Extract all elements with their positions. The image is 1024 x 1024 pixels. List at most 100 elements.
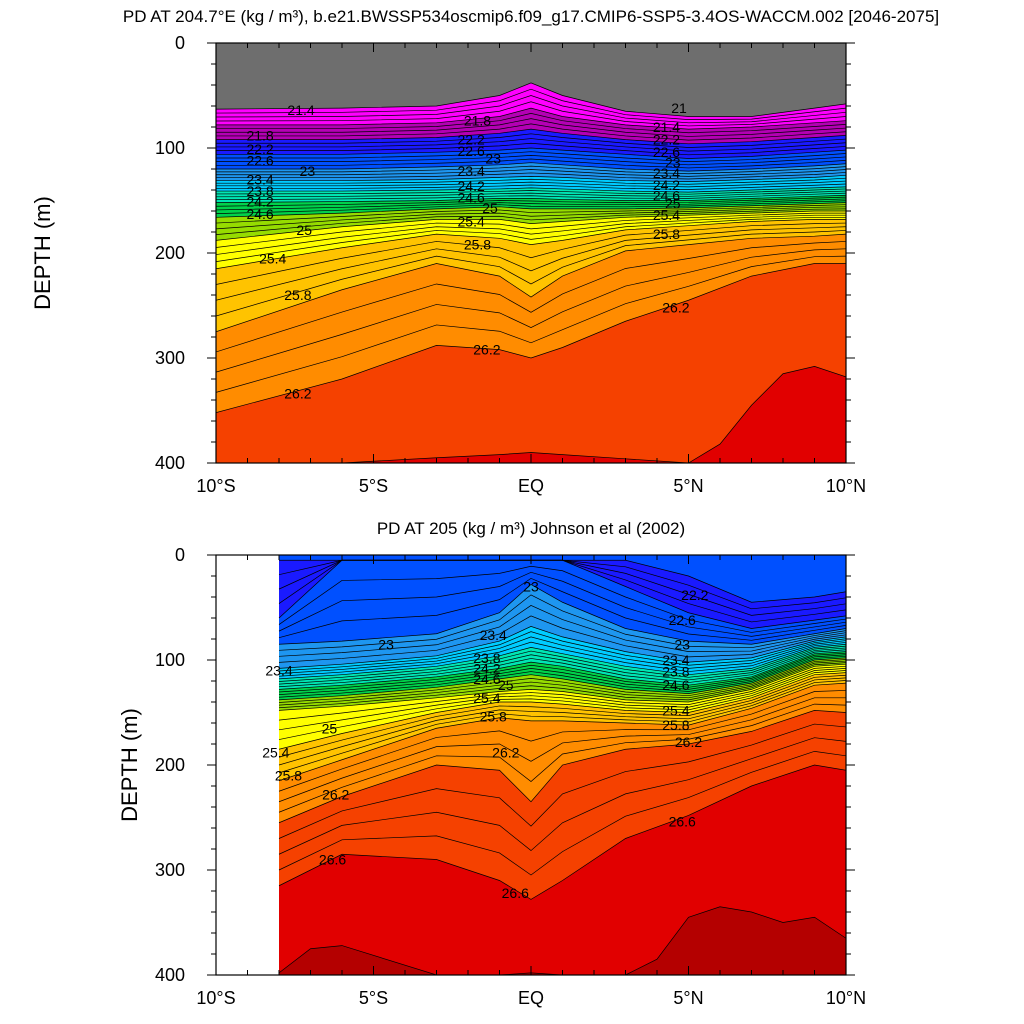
x-tick-label: 10°N xyxy=(826,476,866,496)
isopycnal-line-minor xyxy=(216,169,846,177)
contour-label: 26.2 xyxy=(473,342,500,358)
isopycnal-line-minor xyxy=(216,118,846,137)
isopycnal-23-4 xyxy=(216,174,846,182)
contour-label: 25.4 xyxy=(262,744,289,760)
isopycnal-line-minor xyxy=(278,641,846,677)
contour-label: 25.4 xyxy=(259,250,286,266)
contour-label: 25.4 xyxy=(458,214,485,230)
contour-label: 24.6 xyxy=(458,189,485,205)
isopycnal-line-minor xyxy=(278,645,846,682)
isopycnal-line-minor xyxy=(216,206,846,230)
isopycnal-line-minor xyxy=(278,660,846,706)
contour-label: 22.6 xyxy=(653,144,680,160)
layer-below-27 xyxy=(279,906,846,975)
contour-label: 21 xyxy=(671,100,687,116)
isopycnal-line-minor xyxy=(278,631,846,672)
isopycnal-line-minor xyxy=(216,177,846,185)
isopycnal-line-minor xyxy=(278,670,846,740)
y-axis-label: DEPTH (m) xyxy=(117,708,142,822)
isopycnal-23-4 xyxy=(278,626,846,669)
contour-label: 25 xyxy=(498,677,514,693)
isopycnal-line-minor xyxy=(216,142,846,156)
isopycnal-line-minor xyxy=(278,659,846,703)
isopycnal-line-minor xyxy=(216,172,846,180)
contour-label: 23.4 xyxy=(458,163,485,179)
isopycnal-line-minor xyxy=(216,138,846,152)
isopycnal-24-2 xyxy=(216,194,846,203)
isopycnal-line-minor xyxy=(278,677,846,766)
contour-label: 21.8 xyxy=(464,113,491,129)
isopycnal-line-minor xyxy=(216,188,846,195)
x-tick-label: 10°S xyxy=(196,988,235,1008)
chart-title: PD AT 205 (kg / m³) Johnson et al (2002) xyxy=(377,519,685,538)
contour-label: 25 xyxy=(482,200,498,216)
isopycnal-line-minor xyxy=(278,647,846,685)
contour-label: 25.8 xyxy=(284,287,311,303)
isopycnal-24-6 xyxy=(278,657,846,701)
isopycnal-line-minor xyxy=(278,680,846,774)
isopycnal-25-8 xyxy=(278,682,846,782)
contour-label: 23 xyxy=(665,155,681,171)
contour-label: 25.8 xyxy=(275,768,302,784)
isopycnal-21-8 xyxy=(216,107,846,130)
isopycnal-line-minor xyxy=(216,154,846,166)
x-tick-label: 10°N xyxy=(826,988,866,1008)
contour-label: 26.2 xyxy=(322,786,349,802)
isopycnal-line-minor xyxy=(216,95,846,124)
isopycnal-line-minor xyxy=(278,649,846,688)
y-axis-label: DEPTH (m) xyxy=(30,196,55,310)
isopycnal-23 xyxy=(216,162,846,172)
contour-label: 23 xyxy=(523,579,539,595)
isopycnal-23 xyxy=(278,583,846,645)
contour-label: 26.2 xyxy=(284,386,311,402)
isopycnal-line-minor xyxy=(216,180,846,188)
isopycnal-23-8 xyxy=(278,643,846,680)
x-tick-label: EQ xyxy=(518,476,544,496)
contour-label: 23 xyxy=(300,163,316,179)
contour-label: 26.6 xyxy=(669,814,696,830)
isopycnal-line-minor xyxy=(278,615,846,663)
isopycnal-line-minor xyxy=(216,112,846,134)
isopycnal-line-minor xyxy=(216,133,846,148)
isopycnal-line-minor xyxy=(216,198,846,211)
contour-label: 24.2 xyxy=(653,177,680,193)
y-tick-label: 400 xyxy=(155,453,185,473)
contour-label: 24.6 xyxy=(653,187,680,203)
contour-label: 21.8 xyxy=(246,127,273,143)
x-tick-label: 5°S xyxy=(359,476,388,496)
isopycnal-line-minor xyxy=(278,737,846,855)
y-tick-label: 100 xyxy=(155,138,185,158)
contour-label: 23.4 xyxy=(653,165,680,181)
contour-label: 25 xyxy=(296,222,312,238)
isopycnal-line-minor xyxy=(278,697,846,803)
contour-label: 25.8 xyxy=(653,226,680,242)
contour-label: 25.8 xyxy=(480,709,507,725)
isopycnal-line-minor xyxy=(278,636,846,674)
contour-label: 25 xyxy=(665,196,681,212)
isopycnal-line-minor xyxy=(278,654,846,695)
isopycnal-line-minor xyxy=(278,655,846,698)
contour-label: 23 xyxy=(485,151,501,167)
isopycnal-line-minor xyxy=(216,190,846,198)
contour-label: 22.2 xyxy=(246,141,273,157)
y-tick-label: 200 xyxy=(155,243,185,263)
contour-label: 23.4 xyxy=(265,663,292,679)
isopycnal-line-minor xyxy=(278,577,846,641)
isopycnal-line-minor xyxy=(216,214,846,255)
isopycnal-line-minor xyxy=(216,226,846,301)
isopycnal-25-4 xyxy=(278,672,846,750)
contour-label: 26.2 xyxy=(675,734,702,750)
contour-label: 22.2 xyxy=(681,587,708,603)
isopycnal-line-minor xyxy=(278,652,846,693)
isopycnal-line-minor xyxy=(216,208,846,235)
isopycnal-22-6 xyxy=(278,559,846,629)
y-tick-label: 400 xyxy=(155,965,185,985)
contour-label: 25.8 xyxy=(662,717,689,733)
isopycnal-22-6 xyxy=(216,147,846,159)
isopycnal-line-minor xyxy=(216,151,846,163)
isopycnal-26-2 xyxy=(216,263,846,413)
y-tick-label: 0 xyxy=(175,33,185,53)
isopycnal-line-minor xyxy=(216,255,846,393)
y-tick-label: 300 xyxy=(155,860,185,880)
